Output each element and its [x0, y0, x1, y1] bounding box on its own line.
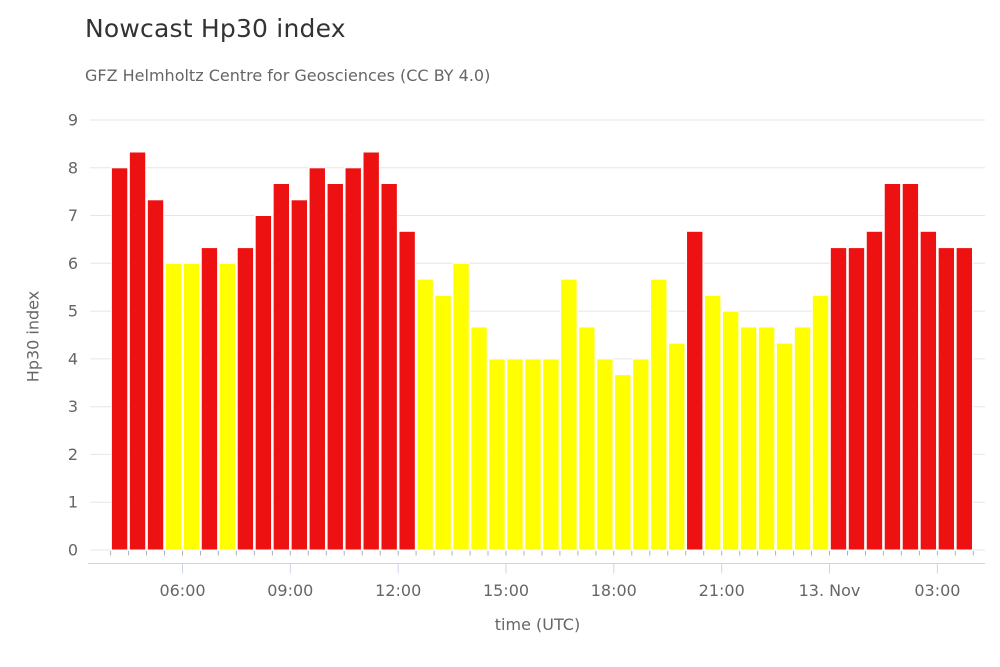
x-tick-label-1800: 18:00	[591, 581, 637, 600]
bar-2100[interactable]	[721, 310, 740, 551]
bar-1030[interactable]	[344, 167, 362, 551]
y-tick-label-7: 7	[68, 206, 78, 225]
y-axis-title: Hp30 index	[23, 290, 43, 383]
x-axis-title: time (UTC)	[494, 615, 581, 634]
bar-0900[interactable]	[290, 199, 309, 551]
bar-0100[interactable]	[865, 230, 884, 551]
bar-0300[interactable]	[937, 247, 956, 551]
bar-0330[interactable]	[955, 247, 974, 551]
bar-0000[interactable]	[829, 247, 848, 551]
bar-0030[interactable]	[847, 247, 866, 551]
bar-1530[interactable]	[524, 358, 542, 551]
bar-1930[interactable]	[668, 342, 686, 551]
bar-1200[interactable]	[398, 230, 416, 551]
bar-0500[interactable]	[146, 199, 165, 551]
bar-1330[interactable]	[452, 262, 470, 551]
x-tick-label-0300: 03:00	[914, 581, 960, 600]
bar-1600[interactable]	[542, 358, 560, 551]
bar-0400[interactable]	[110, 167, 129, 551]
bar-0430[interactable]	[128, 151, 147, 551]
x-tick-label-1500: 15:00	[483, 581, 529, 600]
y-tick-label-1: 1	[68, 493, 78, 512]
y-tick-label-2: 2	[68, 445, 78, 464]
y-tick-label-5: 5	[68, 302, 78, 321]
bar-2130[interactable]	[739, 326, 758, 551]
bar-0230[interactable]	[919, 230, 938, 551]
bar-0630[interactable]	[200, 247, 219, 551]
bar-2200[interactable]	[757, 326, 776, 551]
bar-0130[interactable]	[883, 183, 902, 551]
y-tick-label-6: 6	[68, 254, 78, 273]
bar-1100[interactable]	[362, 151, 380, 551]
x-tick-label-1200: 12:00	[375, 581, 421, 600]
y-tick-label-8: 8	[68, 158, 78, 177]
bar-2330[interactable]	[811, 294, 830, 551]
x-tick-label-13Nov: 13. Nov	[799, 581, 861, 600]
x-tick-label-0900: 09:00	[267, 581, 313, 600]
x-tick-label-0600: 06:00	[159, 581, 205, 600]
bar-1130[interactable]	[380, 183, 398, 551]
bar-1830[interactable]	[632, 358, 650, 551]
y-tick-label-0: 0	[68, 541, 78, 560]
y-tick-label-4: 4	[68, 349, 78, 368]
bar-1700[interactable]	[578, 326, 596, 551]
bar-0730[interactable]	[236, 247, 255, 551]
bar-2300[interactable]	[793, 326, 812, 551]
bar-1430[interactable]	[488, 358, 506, 551]
bar-0700[interactable]	[218, 262, 237, 551]
y-tick-label-3: 3	[68, 397, 78, 416]
bar-1000[interactable]	[326, 183, 344, 551]
bar-2230[interactable]	[775, 342, 794, 551]
chart-subtitle: GFZ Helmholtz Centre for Geosciences (CC…	[85, 66, 491, 85]
bar-0600[interactable]	[182, 262, 201, 551]
bar-1500[interactable]	[506, 358, 524, 551]
page-title: Nowcast Hp30 index	[85, 14, 346, 43]
bar-1400[interactable]	[470, 326, 488, 551]
bar-0800[interactable]	[254, 215, 273, 551]
bar-2000[interactable]	[686, 230, 704, 551]
bar-0930[interactable]	[308, 167, 326, 551]
bar-0200[interactable]	[901, 183, 920, 551]
bar-0530[interactable]	[164, 262, 183, 551]
bar-1300[interactable]	[434, 294, 452, 551]
bar-1630[interactable]	[560, 278, 578, 551]
bar-1800[interactable]	[614, 374, 632, 551]
bar-2030[interactable]	[704, 294, 722, 551]
y-tick-label-9: 9	[68, 111, 78, 130]
x-tick-label-2100: 21:00	[699, 581, 745, 600]
bar-0830[interactable]	[272, 183, 291, 551]
bar-1230[interactable]	[416, 278, 434, 551]
bar-1730[interactable]	[596, 358, 614, 551]
bar-1900[interactable]	[650, 278, 668, 551]
